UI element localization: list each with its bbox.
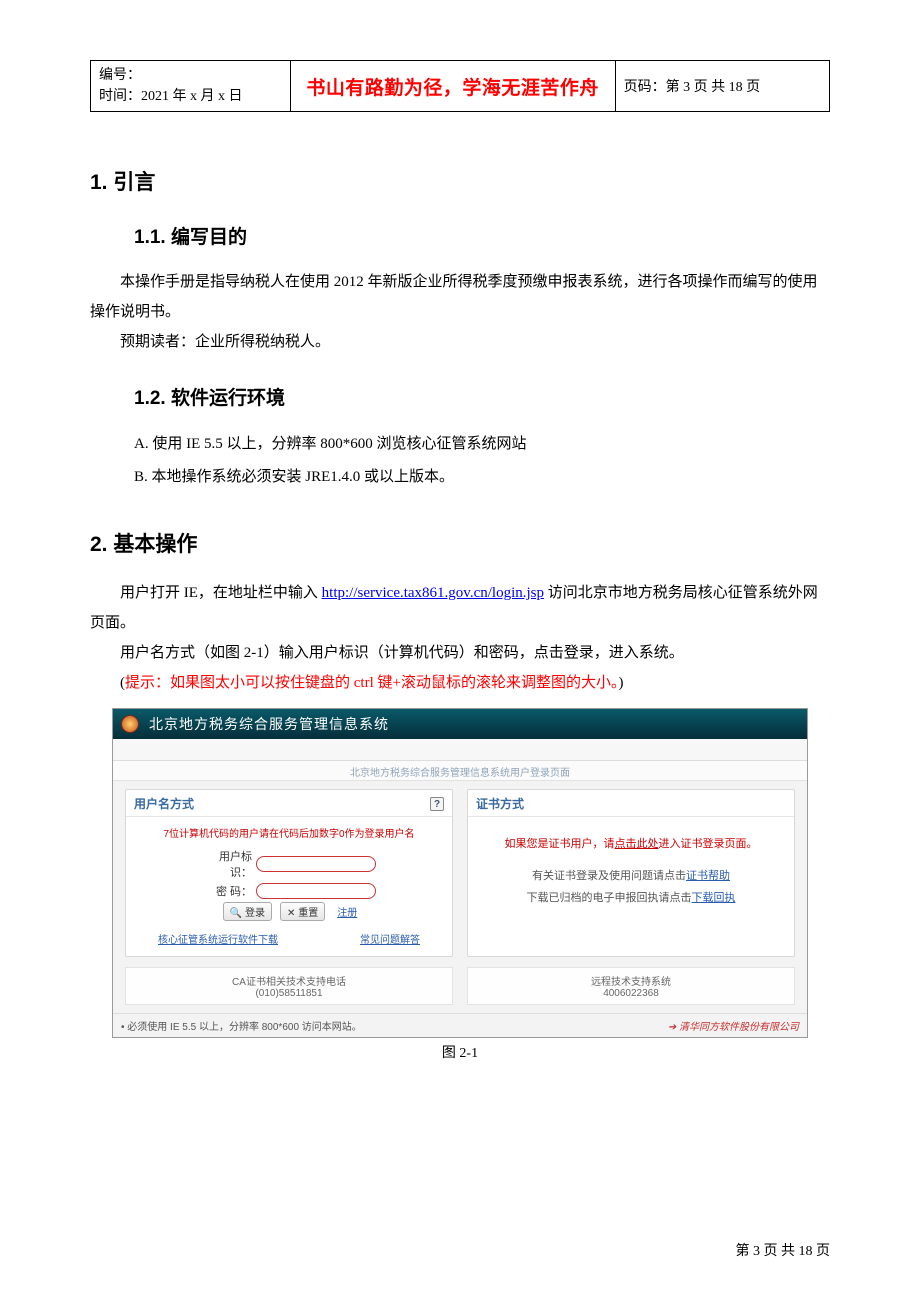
cert-panel-head: 证书方式 — [468, 790, 794, 817]
section2-heading: 2. 基本操作 — [90, 528, 830, 558]
app-titlebar: 北京地方税务综合服务管理信息系统 — [113, 709, 807, 739]
header-center-cell: 书山有路勤为径，学海无涯苦作舟 — [290, 61, 615, 112]
support-row: CA证书相关技术支持电话 (010)58511851 远程技术支持系统 4006… — [113, 963, 807, 1013]
cert-line2: 有关证书登录及使用问题请点击证书帮助 — [480, 867, 782, 883]
cert-panel-title: 证书方式 — [476, 795, 524, 812]
ca-support-title: CA证书相关技术支持电话 — [126, 973, 452, 988]
section2-paragraph1: 用户打开 IE，在地址栏中输入 http://service.tax861.go… — [90, 578, 830, 638]
password-input[interactable] — [256, 883, 376, 899]
section2-p1-pre: 用户打开 IE，在地址栏中输入 — [120, 585, 322, 601]
login-button-label: 登录 — [245, 908, 265, 919]
cert-line3: 下载已归档的电子申报回执请点击下载回执 — [480, 889, 782, 905]
reset-button-label: 重置 — [298, 908, 318, 919]
env-item-a: A. 使用 IE 5.5 以上，分辨率 800*600 浏览核心征管系统网站 — [90, 428, 830, 461]
user-id-label: 用户标识： — [202, 848, 252, 880]
app-crumb: 北京地方税务综合服务管理信息系统用户登录页面 — [113, 761, 807, 781]
tip-text: 提示：如果图太小可以按住键盘的 ctrl 键+滚动鼠标的滚轮来调整图的大小。 — [125, 675, 618, 691]
login-panels-row: 用户名方式 ? 7位计算机代码的用户请在代码后加数字0作为登录用户名 用户标识：… — [113, 781, 807, 963]
remote-support-title: 远程技术支持系统 — [468, 973, 794, 988]
header-right-cell: 页码：第 3 页 共 18 页 — [615, 61, 829, 112]
password-label: 密 码： — [202, 883, 252, 899]
section1-2-heading: 1.2. 软件运行环境 — [134, 383, 830, 410]
section1-heading: 1. 引言 — [90, 166, 830, 196]
login-figure: 北京地方税务综合服务管理信息系统 北京地方税务综合服务管理信息系统用户登录页面 … — [112, 708, 808, 1038]
tip-close: ) — [618, 675, 623, 691]
header-code-label: 编号： — [99, 65, 282, 86]
cert-line2a: 有关证书登录及使用问题请点击 — [532, 870, 686, 882]
remote-support-phone: 4006022368 — [468, 988, 794, 999]
username-panel-title: 用户名方式 — [134, 795, 194, 812]
password-row: 密 码： — [138, 883, 440, 899]
login-button[interactable]: 🔍 登录 — [223, 902, 272, 921]
figure-caption: 图 2-1 — [90, 1042, 830, 1062]
cert-login-panel: 证书方式 如果您是证书用户，请点击此处进入证书登录页面。 有关证书登录及使用问题… — [467, 789, 795, 957]
vendor-logo: ➔ 清华同方软件股份有限公司 — [668, 1018, 799, 1033]
username-panel-head: 用户名方式 ? — [126, 790, 452, 817]
document-page: 编号： 时间：2021 年 x 月 x 日 书山有路勤为径，学海无涯苦作舟 页码… — [0, 0, 920, 1302]
page-footer: 第 3 页 共 18 页 — [736, 1240, 831, 1260]
faq-link[interactable]: 常见问题解答 — [360, 931, 420, 946]
remote-support-cell: 远程技术支持系统 4006022368 — [467, 967, 795, 1005]
cert-line1a: 如果您是证书用户，请 — [505, 838, 615, 850]
username-login-panel: 用户名方式 ? 7位计算机代码的用户请在代码后加数字0作为登录用户名 用户标识：… — [125, 789, 453, 957]
ca-support-cell: CA证书相关技术支持电话 (010)58511851 — [125, 967, 453, 1005]
cert-line3a: 下载已归档的电子申报回执请点击 — [527, 892, 692, 904]
user-id-row: 用户标识： — [138, 848, 440, 880]
cert-line1b: 进入证书登录页面。 — [659, 838, 758, 850]
download-runtime-link[interactable]: 核心征管系统运行软件下载 — [158, 931, 278, 946]
header-date-label: 时间：2021 年 x 月 x 日 — [99, 86, 282, 107]
username-panel-body: 7位计算机代码的用户请在代码后加数字0作为登录用户名 用户标识： 密 码： 🔍 … — [126, 817, 452, 956]
vendor-name: 清华同方软件股份有限公司 — [679, 1022, 799, 1033]
page-header-table: 编号： 时间：2021 年 x 月 x 日 书山有路勤为径，学海无涯苦作舟 页码… — [90, 60, 830, 112]
header-left-cell: 编号： 时间：2021 年 x 月 x 日 — [91, 61, 291, 112]
app-footer-note: • 必须使用 IE 5.5 以上，分辨率 800*600 访问本网站。 — [121, 1018, 362, 1033]
cert-help-link[interactable]: 证书帮助 — [686, 870, 730, 882]
section1-1-paragraph2: 预期读者：企业所得税纳税人。 — [90, 327, 830, 357]
login-url-link[interactable]: http://service.tax861.gov.cn/login.jsp — [322, 585, 544, 601]
cert-click-here-link[interactable]: 点击此处 — [615, 838, 659, 850]
ca-support-phone: (010)58511851 — [126, 988, 452, 999]
left-bottom-links: 核心征管系统运行软件下载 常见问题解答 — [138, 931, 440, 946]
username-hint: 7位计算机代码的用户请在代码后加数字0作为登录用户名 — [138, 825, 440, 840]
download-receipt-link[interactable]: 下载回执 — [692, 892, 736, 904]
cert-panel-body: 如果您是证书用户，请点击此处进入证书登录页面。 有关证书登录及使用问题请点击证书… — [468, 817, 794, 915]
register-link[interactable]: 注册 — [337, 904, 357, 919]
app-title: 北京地方税务综合服务管理信息系统 — [149, 714, 389, 734]
app-footer: • 必须使用 IE 5.5 以上，分辨率 800*600 访问本网站。 ➔ 清华… — [113, 1013, 807, 1037]
help-icon[interactable]: ? — [430, 797, 444, 811]
user-id-input[interactable] — [256, 856, 376, 872]
section1-1-paragraph1: 本操作手册是指导纳税人在使用 2012 年新版企业所得税季度预缴申报表系统，进行… — [90, 267, 830, 327]
app-badge-icon — [121, 715, 139, 733]
cert-line1: 如果您是证书用户，请点击此处进入证书登录页面。 — [480, 835, 782, 851]
section2-paragraph2: 用户名方式（如图 2-1）输入用户标识（计算机代码）和密码，点击登录，进入系统。 — [90, 638, 830, 668]
reset-button[interactable]: ✕ 重置 — [280, 902, 325, 921]
app-blankbar — [113, 739, 807, 761]
buttons-row: 🔍 登录 ✕ 重置 注册 — [138, 902, 440, 921]
section1-1-heading: 1.1. 编写目的 — [134, 222, 830, 249]
env-item-b: B. 本地操作系统必须安装 JRE1.4.0 或以上版本。 — [90, 461, 830, 494]
section2-tip: (提示：如果图太小可以按住键盘的 ctrl 键+滚动鼠标的滚轮来调整图的大小。) — [90, 668, 830, 698]
